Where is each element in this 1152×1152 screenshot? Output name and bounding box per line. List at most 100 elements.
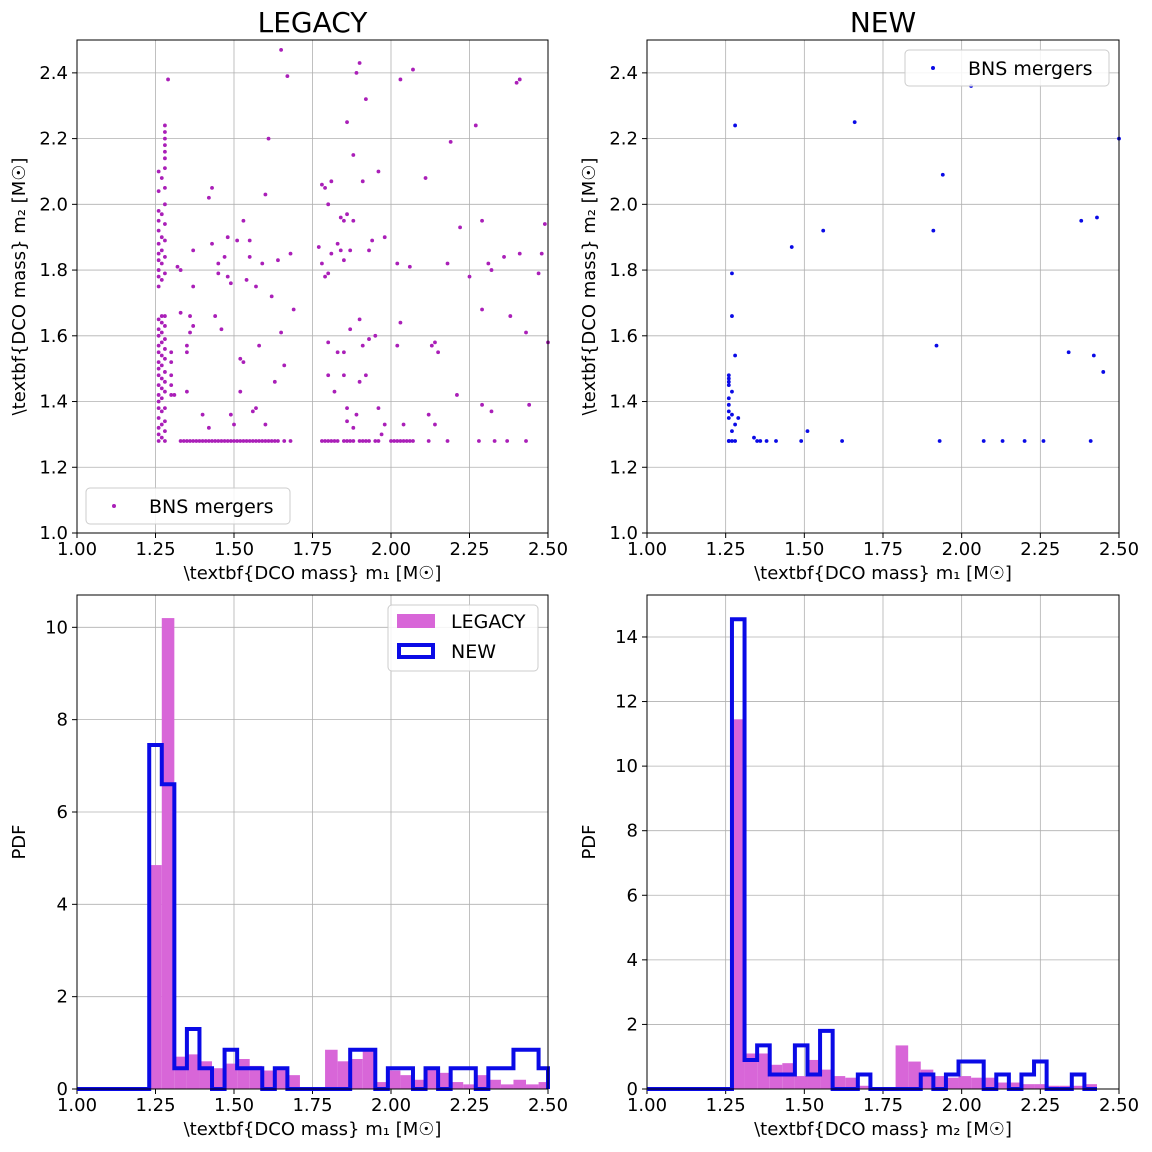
scatter-point bbox=[244, 278, 249, 282]
scatter-point bbox=[216, 271, 221, 276]
scatter-point bbox=[363, 439, 368, 443]
histogram-bar bbox=[438, 1072, 451, 1089]
histogram-bar bbox=[744, 1053, 758, 1089]
histogram-bar bbox=[820, 1069, 833, 1089]
scatter-point bbox=[156, 241, 161, 246]
scatter-point bbox=[159, 176, 164, 180]
scatter-point bbox=[159, 396, 164, 401]
scatter-point bbox=[329, 179, 334, 184]
chart-title: LEGACY bbox=[258, 6, 369, 39]
scatter-point bbox=[163, 238, 167, 243]
scatter-point bbox=[392, 439, 397, 443]
scatter-point bbox=[320, 261, 324, 266]
scatter-point bbox=[329, 251, 334, 256]
scatter-point bbox=[360, 343, 365, 348]
scatter-point bbox=[163, 429, 167, 434]
scatter-point bbox=[398, 320, 403, 325]
legend-label: BNS mergers bbox=[149, 496, 273, 518]
scatter-point bbox=[279, 47, 283, 52]
scatter-point bbox=[159, 363, 164, 368]
histogram-bar bbox=[224, 1063, 238, 1089]
scatter-point bbox=[401, 422, 406, 427]
scatter-point bbox=[238, 439, 243, 443]
scatter-point bbox=[191, 248, 196, 253]
scatter-point bbox=[338, 215, 343, 220]
scatter-point bbox=[433, 340, 437, 345]
legend: LEGACY NEW bbox=[387, 604, 539, 672]
histogram-bar bbox=[450, 1082, 464, 1089]
scatter-point bbox=[342, 350, 346, 355]
x-tick-label: 2.50 bbox=[528, 539, 568, 560]
y-tick-label: 2 bbox=[627, 1014, 638, 1035]
legend-swatch-new bbox=[397, 643, 435, 659]
scatter-point bbox=[156, 439, 161, 443]
scatter-point bbox=[1066, 350, 1071, 355]
scatter-point bbox=[357, 379, 362, 384]
scatter-point bbox=[156, 317, 161, 322]
scatter-point bbox=[326, 202, 331, 207]
scatter-point bbox=[156, 228, 161, 233]
scatter-point bbox=[169, 373, 174, 378]
scatter-point bbox=[156, 425, 161, 430]
scatter-point bbox=[156, 373, 161, 378]
scatter-point bbox=[269, 439, 274, 443]
scatter-point bbox=[263, 439, 268, 443]
scatter-point bbox=[232, 439, 236, 443]
scatter-point bbox=[285, 74, 290, 79]
scatter-point bbox=[345, 406, 349, 411]
scatter-point bbox=[517, 77, 522, 82]
scatter-point bbox=[539, 251, 544, 256]
scatter-point bbox=[363, 373, 368, 378]
scatter-point bbox=[156, 383, 161, 387]
y-tick-label: 4 bbox=[627, 950, 638, 971]
histogram-bar bbox=[958, 1076, 972, 1089]
scatter-point bbox=[758, 439, 763, 443]
scatter-point bbox=[163, 439, 167, 443]
scatter-point bbox=[235, 439, 240, 443]
scatter-point bbox=[163, 166, 167, 171]
legend-marker bbox=[112, 504, 116, 508]
histogram-bar bbox=[500, 1084, 514, 1089]
scatter-point bbox=[225, 439, 230, 443]
scatter-point bbox=[159, 386, 164, 391]
scatter-point bbox=[206, 425, 211, 430]
scatter-point bbox=[159, 353, 164, 358]
scatter-point bbox=[216, 439, 221, 443]
scatter-point bbox=[159, 320, 164, 325]
scatter-point bbox=[188, 439, 192, 443]
scatter-point bbox=[326, 439, 331, 443]
x-tick-label: 2.00 bbox=[942, 1095, 982, 1116]
scatter-point bbox=[508, 314, 513, 318]
scatter-point bbox=[429, 343, 434, 348]
scatter-point bbox=[489, 268, 494, 272]
scatter-point bbox=[730, 271, 734, 276]
scatter-point bbox=[163, 271, 167, 276]
scatter-point bbox=[840, 439, 844, 443]
scatter-point bbox=[445, 439, 450, 443]
scatter-point bbox=[235, 238, 240, 243]
scatter-point bbox=[156, 399, 161, 404]
scatter-point bbox=[1091, 353, 1096, 358]
scatter-point bbox=[329, 439, 334, 443]
scatter-point bbox=[163, 347, 167, 351]
histogram-bar bbox=[387, 1070, 401, 1089]
scatter-point bbox=[730, 429, 734, 434]
scatter-point bbox=[733, 353, 738, 358]
scatter-point bbox=[423, 176, 428, 180]
legend-label: NEW bbox=[451, 641, 496, 663]
scatter-point bbox=[354, 412, 359, 417]
scatter-point bbox=[363, 97, 368, 102]
scatter-point bbox=[163, 356, 167, 361]
scatter-point bbox=[1000, 439, 1005, 443]
scatter-point bbox=[156, 274, 161, 279]
scatter-point bbox=[185, 343, 189, 348]
scatter-point bbox=[411, 439, 415, 443]
scatter-point bbox=[282, 439, 287, 443]
scatter-point bbox=[219, 327, 224, 332]
scatter-point bbox=[536, 271, 541, 276]
scatter-point bbox=[505, 439, 510, 443]
legend-swatch-legacy bbox=[397, 614, 435, 628]
scatter-point bbox=[163, 314, 167, 318]
scatter-point bbox=[357, 439, 362, 443]
y-tick-label: 1.4 bbox=[609, 392, 638, 413]
